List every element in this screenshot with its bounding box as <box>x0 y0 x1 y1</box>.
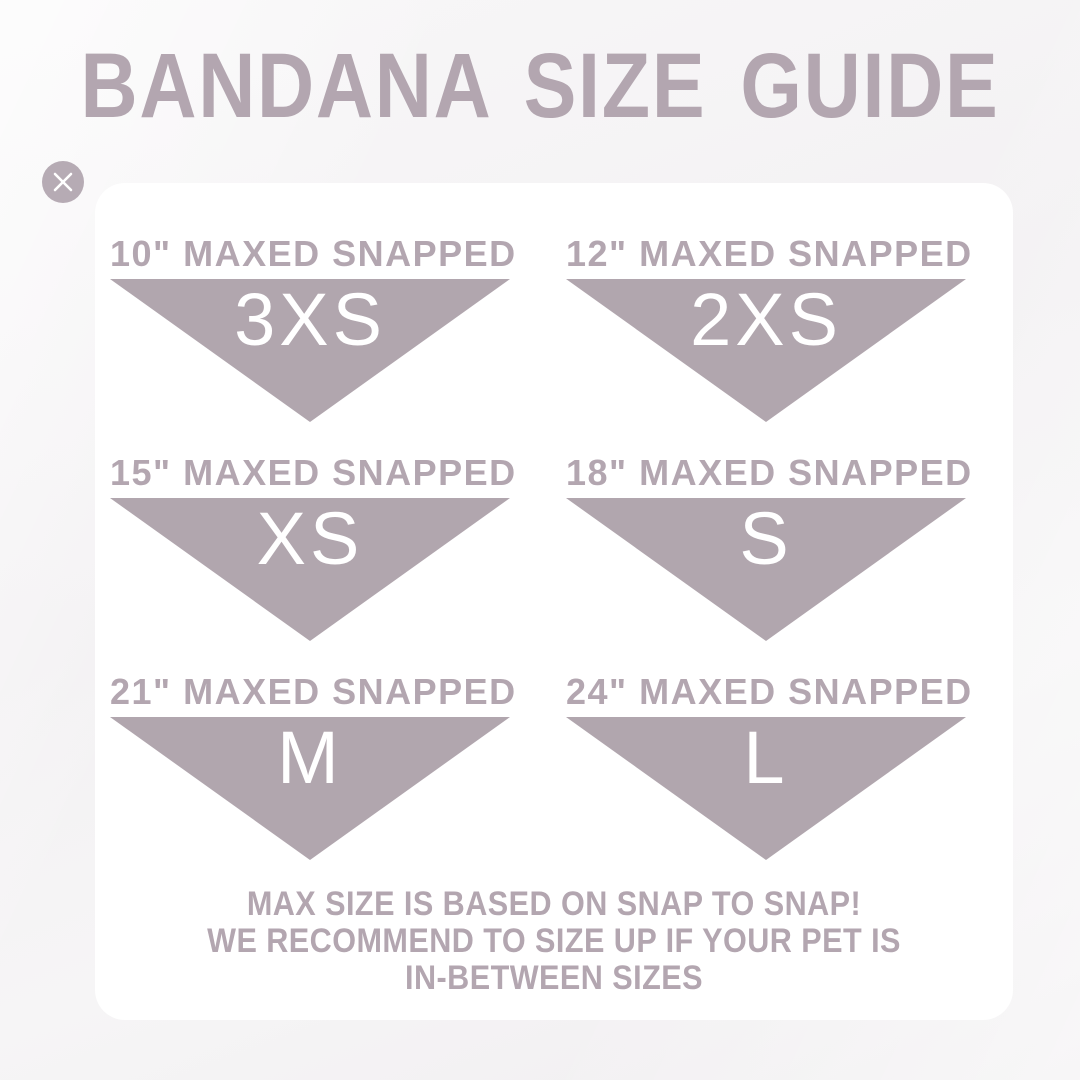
size-tile-3xs: 10" MAXED SNAPPED 3XS <box>110 233 517 422</box>
close-button[interactable] <box>42 161 84 203</box>
tile-label: 18" MAXED SNAPPED <box>566 452 973 493</box>
bandana-triangle: S <box>566 498 966 641</box>
size-grid: 10" MAXED SNAPPED 3XS 12" MAXED SNAPPED … <box>110 233 1013 860</box>
size-letter: 2XS <box>690 278 842 361</box>
tile-label: 10" MAXED SNAPPED <box>110 233 517 274</box>
size-guide-card: 10" MAXED SNAPPED 3XS 12" MAXED SNAPPED … <box>95 183 1013 1020</box>
footer-note: MAX SIZE IS BASED ON SNAP TO SNAP! WE RE… <box>141 886 967 997</box>
size-letter: XS <box>256 497 364 580</box>
tile-label: 15" MAXED SNAPPED <box>110 452 517 493</box>
size-letter: M <box>277 716 343 799</box>
bandana-triangle: XS <box>110 498 510 641</box>
footer-line: WE RECOMMEND TO SIZE UP IF YOUR PET IS <box>207 922 901 960</box>
size-letter: 3XS <box>234 278 386 361</box>
tile-label: 21" MAXED SNAPPED <box>110 671 517 712</box>
footer-line: IN-BETWEEN SIZES <box>405 959 703 997</box>
size-letter: S <box>739 497 793 580</box>
size-tile-s: 18" MAXED SNAPPED S <box>566 452 973 641</box>
size-letter: L <box>743 716 789 799</box>
size-tile-l: 24" MAXED SNAPPED L <box>566 671 973 860</box>
page-title: BANDANA SIZE GUIDE <box>80 35 1000 137</box>
size-tile-xs: 15" MAXED SNAPPED XS <box>110 452 517 641</box>
tile-label: 12" MAXED SNAPPED <box>566 233 973 274</box>
bandana-triangle: 3XS <box>110 279 510 422</box>
bandana-triangle: M <box>110 717 510 860</box>
size-tile-2xs: 12" MAXED SNAPPED 2XS <box>566 233 973 422</box>
tile-label: 24" MAXED SNAPPED <box>566 671 973 712</box>
size-tile-m: 21" MAXED SNAPPED M <box>110 671 517 860</box>
close-icon <box>53 172 73 192</box>
bandana-triangle: L <box>566 717 966 860</box>
footer-line: MAX SIZE IS BASED ON SNAP TO SNAP! <box>246 885 862 923</box>
bandana-triangle: 2XS <box>566 279 966 422</box>
